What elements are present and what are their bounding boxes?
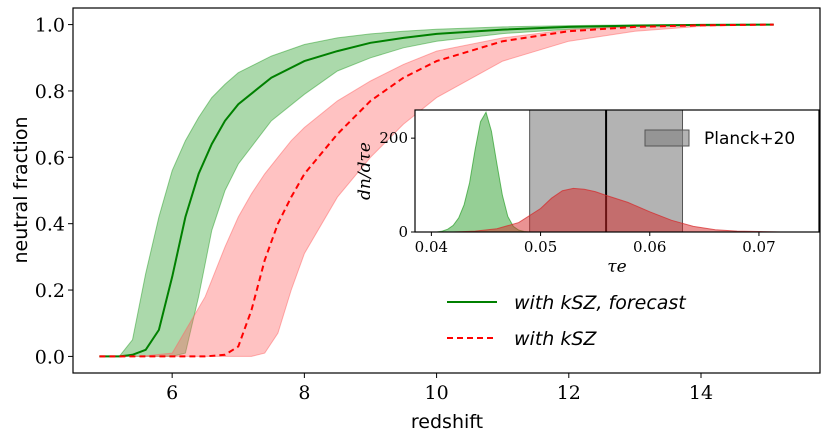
inset-legend: Planck+20	[644, 129, 795, 149]
x-tick-label: 8	[298, 382, 310, 404]
x-tick-label: 12	[557, 382, 581, 404]
inset-legend-swatch	[644, 129, 690, 147]
inset-y-ticks: 0 200	[379, 129, 415, 241]
inset-y-tick-label: 0	[398, 223, 408, 241]
main-legend: with kSZ, forecast with kSZ	[447, 292, 687, 350]
y-axis-label: neutral fraction	[10, 117, 32, 264]
x-tick-label: 10	[424, 382, 448, 404]
y-tick-label: 0.6	[35, 147, 65, 169]
posterior-area-ksz	[453, 187, 781, 233]
inset-axes-frame	[414, 109, 820, 233]
main-plot: 6 8 10 12 14 0.0 0.2 0.4 0.6 0.8 1.0 redshift neu…	[10, 7, 821, 433]
main-y-ticks: 0.0 0.2 0.4 0.6 0.8 1.0	[35, 15, 73, 368]
y-tick-label: 0.4	[35, 214, 65, 236]
inset-y-tick-label: 200	[379, 129, 408, 147]
inset-x-tick-label: 0.06	[633, 238, 666, 256]
y-tick-label: 0.0	[35, 346, 65, 368]
y-tick-label: 1.0	[35, 15, 65, 37]
inset-x-tick-label: 0.05	[524, 238, 557, 256]
inset-areas	[436, 111, 781, 233]
inset-plot: 0.04 0.05 0.06 0.07 0 200 τe dn/dτe Planck+2…	[355, 109, 820, 277]
inset-x-axis-label: τe	[607, 257, 626, 277]
inset-y-axis-label: dn/dτe	[355, 142, 375, 200]
x-axis-label: redshift	[411, 411, 483, 433]
inset-x-tick-label: 0.04	[415, 238, 448, 256]
main-x-ticks: 6 8 10 12 14	[166, 373, 713, 404]
series-line-forecast	[99, 23, 774, 358]
legend-label-forecast: with kSZ, forecast	[514, 292, 687, 314]
y-tick-label: 0.8	[35, 81, 65, 103]
x-tick-label: 6	[166, 382, 178, 404]
inset-x-ticks: 0.04 0.05 0.06 0.07	[415, 232, 776, 256]
main-lines	[99, 23, 774, 358]
inset-x-tick-label: 0.07	[742, 238, 775, 256]
inset-legend-label: Planck+20	[704, 129, 795, 149]
legend-label-ksz: with kSZ	[514, 328, 597, 350]
x-tick-label: 14	[689, 382, 713, 404]
main-axes-frame	[72, 7, 821, 374]
y-tick-label: 0.2	[35, 280, 65, 302]
series-line-ksz	[99, 23, 774, 358]
